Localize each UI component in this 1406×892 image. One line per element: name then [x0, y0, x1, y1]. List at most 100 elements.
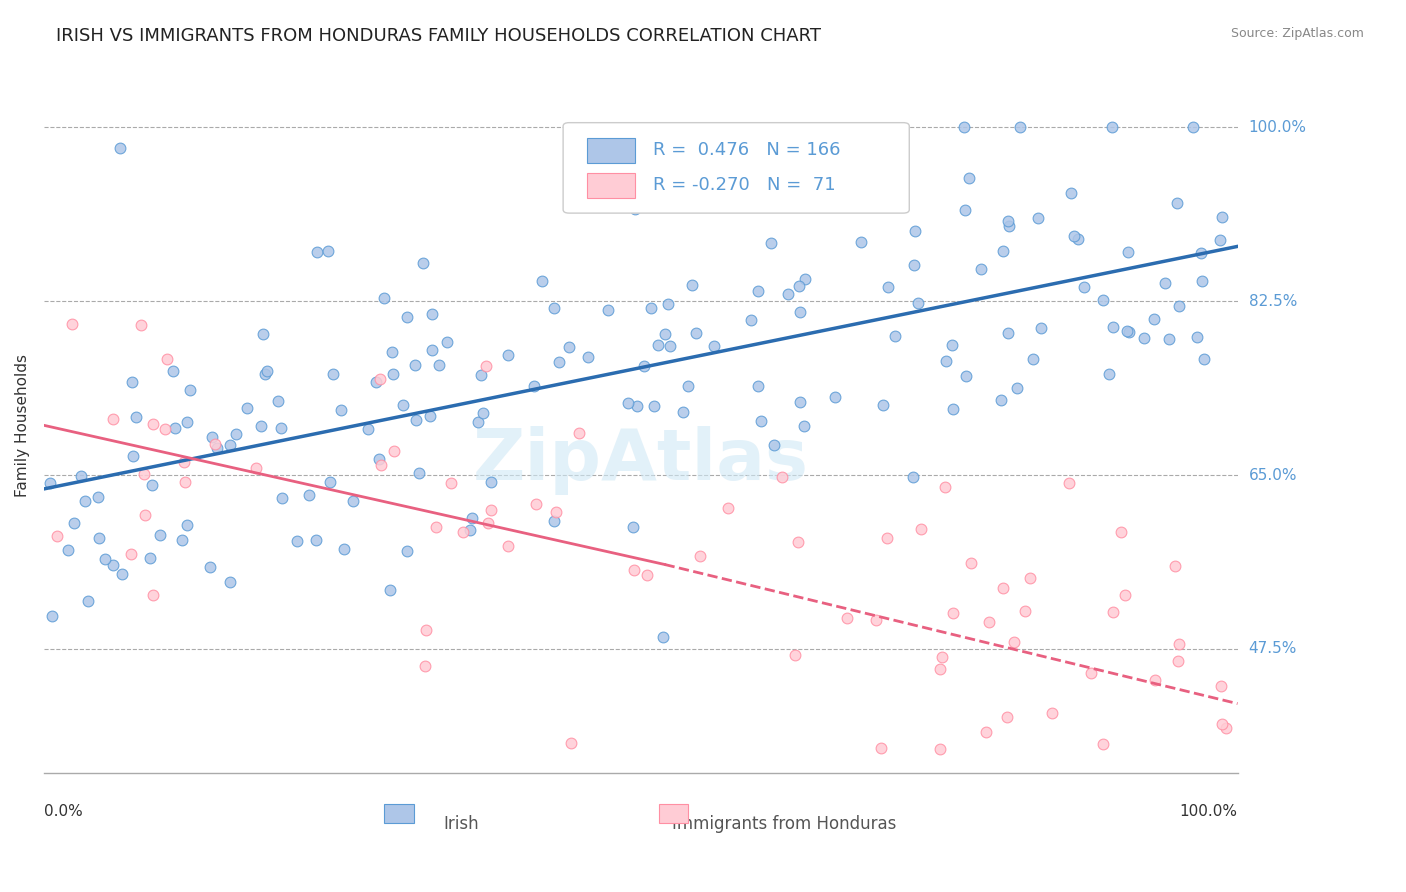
Point	[672, 404, 695, 418]
Point	[544, 505, 567, 519]
Point	[1167, 637, 1189, 651]
Point	[94, 552, 117, 566]
Point	[617, 396, 640, 410]
Point	[73, 494, 96, 508]
Point	[200, 559, 222, 574]
Point	[835, 185, 858, 199]
Point	[877, 179, 900, 194]
Text: 0.0%: 0.0%	[44, 804, 83, 819]
Point	[1057, 476, 1080, 491]
Point	[1022, 352, 1045, 367]
Point	[685, 326, 707, 340]
Point	[560, 736, 582, 750]
Point	[1060, 186, 1083, 200]
Point	[1133, 331, 1156, 345]
Point	[990, 392, 1012, 407]
Point	[543, 515, 565, 529]
Point	[884, 329, 907, 343]
Y-axis label: Family Households: Family Households	[15, 354, 30, 497]
Point	[526, 497, 548, 511]
Point	[1114, 588, 1136, 602]
Text: 100.0%: 100.0%	[1180, 804, 1237, 819]
Point	[751, 414, 773, 428]
Point	[404, 359, 426, 373]
Point	[640, 301, 662, 315]
Point	[142, 588, 165, 602]
Point	[931, 650, 953, 665]
Point	[1014, 604, 1036, 618]
Point	[647, 337, 669, 351]
Point	[370, 458, 392, 472]
Point	[681, 277, 703, 292]
FancyBboxPatch shape	[564, 123, 910, 213]
Point	[108, 141, 131, 155]
Point	[1143, 673, 1166, 687]
Point	[1002, 635, 1025, 649]
Point	[156, 351, 179, 366]
Point	[396, 310, 419, 325]
Point	[758, 177, 780, 191]
Point	[467, 415, 489, 429]
Point	[993, 244, 1015, 259]
Point	[134, 508, 156, 522]
Point	[461, 511, 484, 525]
Point	[953, 203, 976, 218]
Point	[176, 518, 198, 533]
Point	[380, 345, 402, 359]
Point	[381, 367, 404, 381]
Point	[1167, 654, 1189, 668]
Point	[1007, 381, 1029, 395]
Point	[657, 297, 679, 311]
Point	[373, 291, 395, 305]
Point	[138, 550, 160, 565]
Point	[110, 566, 132, 581]
Point	[624, 202, 647, 216]
FancyBboxPatch shape	[384, 804, 413, 823]
Point	[953, 120, 976, 135]
Point	[142, 417, 165, 431]
Point	[659, 339, 682, 353]
Point	[125, 409, 148, 424]
Point	[1019, 571, 1042, 585]
Point	[1211, 717, 1233, 731]
Point	[205, 441, 228, 455]
Point	[479, 475, 502, 489]
Point	[479, 503, 502, 517]
Point	[103, 558, 125, 572]
Point	[415, 623, 437, 637]
Point	[120, 548, 142, 562]
Text: 82.5%: 82.5%	[1249, 293, 1296, 309]
Point	[408, 466, 430, 480]
Point	[904, 224, 927, 238]
Point	[747, 379, 769, 393]
Point	[129, 318, 152, 333]
Point	[636, 567, 658, 582]
Text: 100.0%: 100.0%	[1249, 120, 1306, 135]
Text: ZipAtlas: ZipAtlas	[472, 425, 808, 494]
Point	[928, 742, 950, 756]
Point	[172, 533, 194, 547]
Point	[997, 326, 1019, 341]
Point	[929, 662, 952, 676]
Point	[368, 372, 391, 386]
Text: 65.0%: 65.0%	[1249, 467, 1298, 483]
Point	[39, 475, 62, 490]
Point	[676, 379, 699, 393]
Point	[903, 258, 925, 272]
Point	[558, 340, 581, 354]
Point	[1067, 232, 1090, 246]
Point	[548, 355, 571, 369]
Point	[531, 274, 554, 288]
Text: R = -0.270   N =  71: R = -0.270 N = 71	[652, 177, 835, 194]
Point	[1191, 274, 1213, 288]
Point	[849, 235, 872, 249]
Point	[165, 421, 187, 435]
Point	[824, 390, 846, 404]
Point	[970, 262, 993, 277]
Point	[1026, 211, 1049, 226]
Point	[305, 245, 328, 260]
Point	[1189, 245, 1212, 260]
Point	[420, 343, 443, 357]
Point	[174, 475, 197, 490]
Point	[907, 296, 929, 310]
